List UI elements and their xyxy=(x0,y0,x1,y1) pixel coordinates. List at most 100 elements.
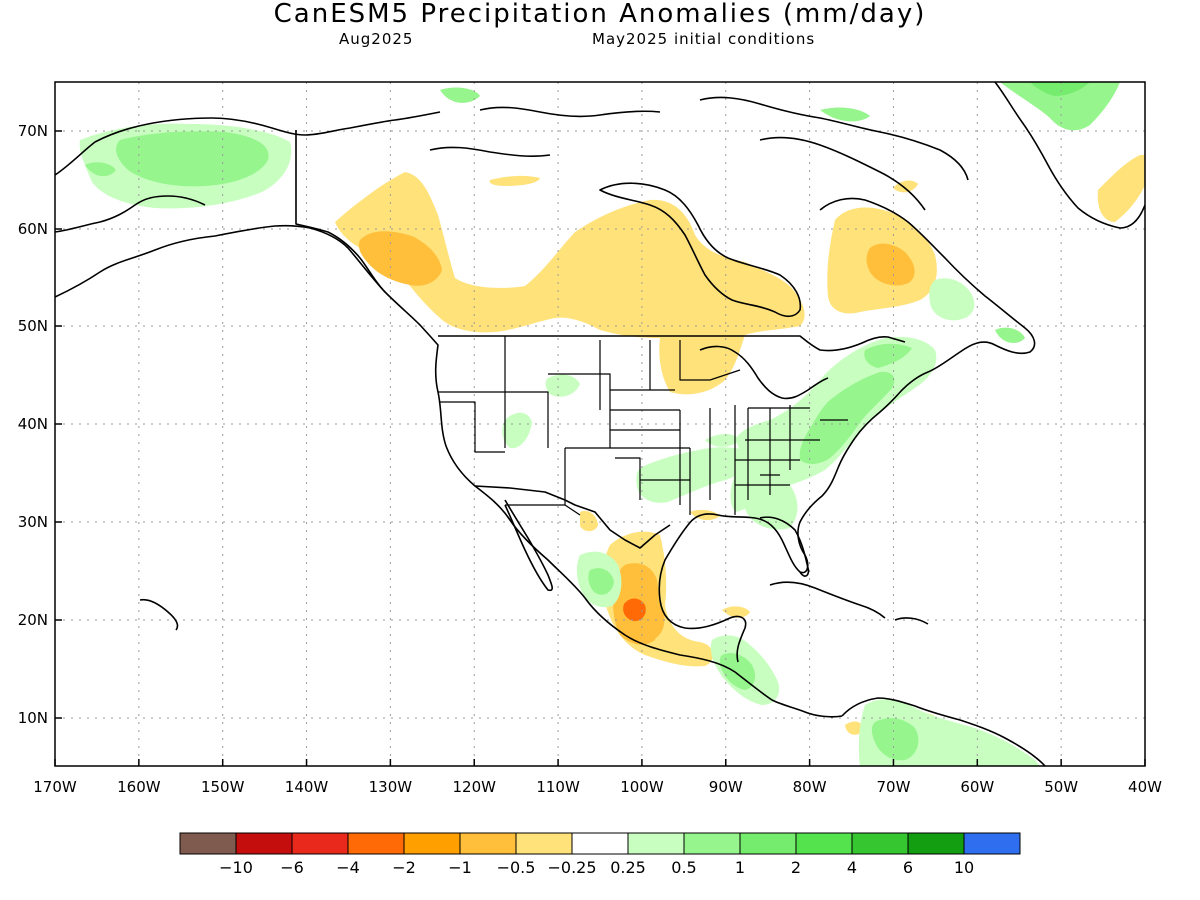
colorbar-swatch xyxy=(515,832,573,855)
colorbar-swatch xyxy=(795,832,853,855)
colorbar-swatch xyxy=(739,832,797,855)
colorbar-swatch xyxy=(963,832,1021,855)
lon-label: 130W xyxy=(369,778,413,796)
colorbar-swatch xyxy=(403,832,461,855)
colorbar-swatch xyxy=(235,832,293,855)
coastline-labrador xyxy=(658,197,1036,663)
lon-label: 100W xyxy=(620,778,664,796)
lat-label: 30N xyxy=(18,513,48,531)
border-us-mexico xyxy=(474,485,671,549)
coastline-cuba xyxy=(769,581,886,619)
colorbar-label: −1 xyxy=(448,858,472,877)
lon-label: 160W xyxy=(117,778,161,796)
wet-anomaly-alaska-west xyxy=(85,162,116,177)
lat-label: 20N xyxy=(18,611,48,629)
lon-label: 50W xyxy=(1044,778,1078,796)
wet-anomaly-quebec-east xyxy=(929,278,975,321)
dry-anomaly-bc-core xyxy=(358,231,442,286)
longitude-labels: 170W 160W 150W 140W 130W 120W 110W 100W 90W 80W 70… xyxy=(33,759,1162,796)
coastline-arctic-islands-1 xyxy=(479,106,661,118)
colorbar-label: 6 xyxy=(903,858,913,877)
coastline-alaska-sw xyxy=(55,195,206,233)
latitude-labels: 70N 60N 50N 40N 30N 20N 10N xyxy=(18,122,62,727)
colorbar-swatch xyxy=(907,832,965,855)
wet-anomaly-wyoming xyxy=(545,374,580,397)
colorbar-swatch xyxy=(291,832,349,855)
lon-label: 90W xyxy=(709,778,743,796)
map-title: CanESM5 Precipitation Anomalies (mm/day) xyxy=(273,0,927,29)
dry-anomaly-yucatan xyxy=(722,606,750,618)
wet-anomaly-rockies xyxy=(502,412,532,449)
colorbar-swatch xyxy=(459,832,517,855)
map-gridlines xyxy=(55,82,1145,766)
border-us-states xyxy=(438,336,848,516)
wet-anomaly-south-america-core xyxy=(871,718,919,761)
coastline-arctic-islands-2 xyxy=(429,146,551,158)
colorbar-label: 10 xyxy=(954,858,974,877)
coastline-great-lakes xyxy=(699,345,829,400)
lat-label: 40N xyxy=(18,415,48,433)
wet-anomaly-central-us xyxy=(636,447,758,503)
coastline-hawaii xyxy=(139,598,179,631)
wet-anomaly-arctic-island xyxy=(440,87,480,103)
colorbar-label: −0.5 xyxy=(497,858,536,877)
coastline-baja xyxy=(504,499,553,592)
coastline-baffin xyxy=(759,136,926,211)
lon-label: 80W xyxy=(793,778,827,796)
lat-label: 60N xyxy=(18,220,48,238)
dry-anomaly-texas xyxy=(580,510,598,532)
colorbar-swatch xyxy=(347,832,405,855)
wet-anomaly-alaska-core xyxy=(116,131,269,187)
border-alaska-canada xyxy=(295,130,386,293)
wet-anomaly-ohio xyxy=(705,434,740,447)
dry-anomaly-labrador-core xyxy=(866,243,915,286)
coastline-alaska-north xyxy=(55,111,441,176)
coastline-greenland xyxy=(994,82,1145,229)
dry-anomaly-canada-west xyxy=(335,172,805,395)
lat-label: 50N xyxy=(18,317,48,335)
coastline-alaska xyxy=(55,224,843,718)
lat-label: 10N xyxy=(18,709,48,727)
lon-label: 60W xyxy=(960,778,994,796)
colorbar-swatch xyxy=(571,832,629,855)
colorbar-swatch xyxy=(627,832,685,855)
wet-anomaly-south-us xyxy=(735,473,798,530)
colorbar-label: −0.25 xyxy=(547,858,596,877)
coastline-hispaniola xyxy=(894,617,929,625)
dry-anomaly-colombia xyxy=(845,721,863,735)
lon-label: 110W xyxy=(536,778,580,796)
initial-conditions-label: May2025 initial conditions xyxy=(592,30,816,48)
colorbar-label: 1 xyxy=(735,858,745,877)
wet-anomaly-east-us-core xyxy=(799,371,895,464)
valid-month-label: Aug2025 xyxy=(339,30,414,48)
colorbar-label: −10 xyxy=(219,858,253,877)
lat-label: 70N xyxy=(18,122,48,140)
wet-anomaly-arctic-east xyxy=(820,107,870,122)
coastlines-and-borders xyxy=(55,82,1145,766)
colorbar: −10 −6 −4 −2 −1 −0.5 −0.25 0.25 0.5 1 2 4 6 10 xyxy=(179,832,1021,877)
dry-anomaly-gulf-coast xyxy=(690,509,720,521)
colorbar-label: 2 xyxy=(791,858,801,877)
colorbar-swatch xyxy=(683,832,741,855)
dry-anomaly-mexico-core xyxy=(623,598,646,622)
border-us-canada xyxy=(438,335,906,352)
wet-anomaly-nova-scotia xyxy=(995,327,1025,343)
wet-anomaly-mexico-west-core xyxy=(588,568,614,595)
lon-label: 140W xyxy=(285,778,329,796)
colorbar-label: −4 xyxy=(336,858,360,877)
coastline-arctic-islands-3 xyxy=(699,96,969,181)
coastline-south-america xyxy=(841,697,1046,766)
wet-anomaly-greenland-core xyxy=(1030,82,1090,96)
colorbar-label: 4 xyxy=(847,858,857,877)
lon-label: 150W xyxy=(201,778,245,796)
colorbar-label: −2 xyxy=(392,858,416,877)
wet-anomaly-new-england xyxy=(864,343,912,368)
dry-anomaly-greenland-se xyxy=(1097,155,1145,222)
lon-label: 70W xyxy=(877,778,911,796)
lon-label: 120W xyxy=(452,778,496,796)
coastline-hudson-bay xyxy=(599,182,802,318)
wet-anomaly-greenland xyxy=(1000,82,1120,131)
colorbar-label: 0.5 xyxy=(671,858,696,877)
colorbar-label: 0.25 xyxy=(610,858,646,877)
